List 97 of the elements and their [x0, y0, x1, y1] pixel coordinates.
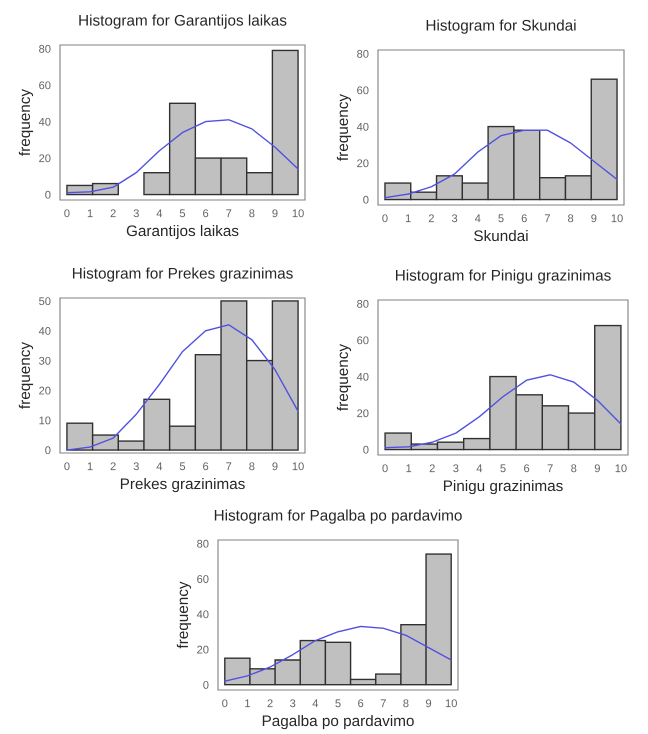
y-tick-label: 20	[357, 409, 369, 418]
x-tick-label: 10	[292, 462, 304, 470]
x-tick-label: 1	[88, 462, 93, 470]
x-tick-label: 7	[226, 462, 232, 470]
x-tick-label: 10	[292, 209, 304, 218]
y-tick-label: 80	[357, 50, 369, 58]
y-tick-label: 30	[39, 356, 51, 365]
y-tick-label: 20	[357, 159, 369, 168]
x-tick-label: 3	[134, 462, 139, 470]
x-tick-label: 5	[180, 462, 186, 470]
y-axis-title: frequency	[18, 88, 34, 156]
x-tick-label: 1	[406, 214, 411, 222]
x-tick-label: 4	[474, 214, 481, 222]
x-axis-title: Skundai	[474, 230, 528, 242]
y-tick-label: 40	[356, 122, 369, 131]
y-axis-title: frequency	[336, 344, 352, 411]
y-tick-label: 40	[38, 327, 51, 335]
y-axis-title: frequency	[18, 342, 34, 409]
x-tick-label: 5	[500, 464, 506, 472]
x-tick-label: 2	[430, 464, 435, 472]
x-tick-label: 2	[110, 462, 116, 470]
x-tick-label: 0	[382, 214, 388, 222]
y-tick-label: 80	[197, 540, 209, 548]
y-tick-label: 60	[357, 336, 369, 344]
y-axis-title: frequency	[336, 94, 352, 161]
x-tick-label: 9	[594, 464, 600, 472]
line-series	[66, 324, 299, 451]
x-tick-label: 6	[203, 462, 208, 470]
chart-title: Histogram for Prekes grazinimas	[72, 267, 293, 282]
x-tick-label: 5	[335, 699, 341, 708]
y-tick-label: 0	[203, 680, 209, 689]
y-axis-title: frequency	[176, 581, 192, 648]
x-tick-label: 7	[226, 209, 232, 218]
x-tick-label: 4	[156, 462, 162, 470]
x-tick-label: 3	[453, 464, 458, 472]
y-tick-label: 60	[197, 575, 209, 583]
y-tick-label: 20	[197, 646, 209, 654]
y-tick-label: 0	[363, 446, 369, 454]
chart-title: Histogram for Pagalba po pardavimo	[214, 509, 462, 524]
y-tick-label: 0	[45, 190, 51, 199]
x-tick-label: 2	[428, 214, 434, 222]
x-tick-label: 4	[156, 209, 162, 218]
x-tick-label: 0	[64, 462, 70, 470]
y-tick-label: 20	[39, 154, 51, 162]
y-tick-label: 80	[357, 300, 369, 308]
x-tick-label: 10	[612, 214, 623, 222]
y-tick-label: 50	[39, 297, 51, 306]
x-tick-label: 2	[268, 699, 273, 708]
x-tick-label: 9	[272, 462, 278, 470]
y-tick-label: 80	[39, 44, 51, 53]
x-tick-label: 9	[591, 214, 596, 222]
x-tick-label: 10	[616, 464, 627, 472]
x-tick-label: 2	[110, 209, 116, 218]
x-tick-label: 8	[249, 462, 254, 470]
x-tick-label: 7	[380, 699, 386, 708]
x-axis-title: Pagalba po pardavimo	[262, 714, 414, 730]
chart-title: Histogram for Pinigu grazinimas	[396, 269, 611, 284]
x-tick-label: 8	[571, 464, 576, 472]
x-tick-label: 7	[544, 214, 550, 222]
y-tick-label: 60	[39, 81, 51, 90]
x-tick-label: 6	[358, 699, 364, 708]
y-tick-label: 40	[356, 372, 369, 381]
x-tick-label: 7	[548, 464, 553, 472]
y-tick-label: 0	[45, 446, 51, 454]
x-tick-label: 8	[249, 209, 254, 218]
x-axis-title: Prekes grazinimas	[120, 478, 245, 492]
y-tick-label: 10	[39, 416, 51, 424]
x-tick-label: 10	[446, 699, 457, 708]
x-tick-label: 0	[382, 464, 388, 472]
x-axis-title: Pinigu grazinimas	[444, 480, 563, 494]
y-tick-label: 20	[39, 386, 51, 395]
x-tick-label: 1	[245, 699, 250, 708]
x-tick-label: 1	[88, 209, 93, 218]
chart-title: Histogram for Skundai	[426, 19, 576, 34]
x-axis-title: Garantijos laikas	[126, 224, 238, 240]
chart-title: Histogram for Garantijos laikas	[79, 14, 286, 29]
y-tick-label: 40	[196, 610, 209, 618]
x-tick-label: 5	[498, 214, 504, 222]
x-tick-label: 3	[134, 209, 139, 218]
x-tick-label: 1	[406, 464, 412, 472]
x-tick-label: 6	[522, 214, 527, 222]
x-tick-label: 9	[272, 209, 278, 218]
x-tick-label: 0	[64, 209, 70, 218]
x-tick-label: 8	[568, 214, 574, 222]
y-tick-label: 40	[38, 118, 51, 126]
x-tick-label: 5	[180, 209, 186, 218]
y-tick-label: 60	[357, 86, 369, 94]
x-tick-label: 4	[476, 464, 482, 472]
x-tick-label: 3	[290, 699, 296, 708]
x-tick-label: 9	[426, 699, 432, 708]
x-tick-label: 3	[452, 214, 458, 222]
x-tick-label: 4	[312, 699, 318, 708]
x-tick-label: 8	[403, 699, 409, 708]
x-tick-label: 0	[222, 699, 228, 708]
y-tick-label: 0	[363, 196, 369, 204]
x-tick-label: 6	[203, 209, 208, 218]
x-tick-label: 6	[524, 464, 530, 472]
